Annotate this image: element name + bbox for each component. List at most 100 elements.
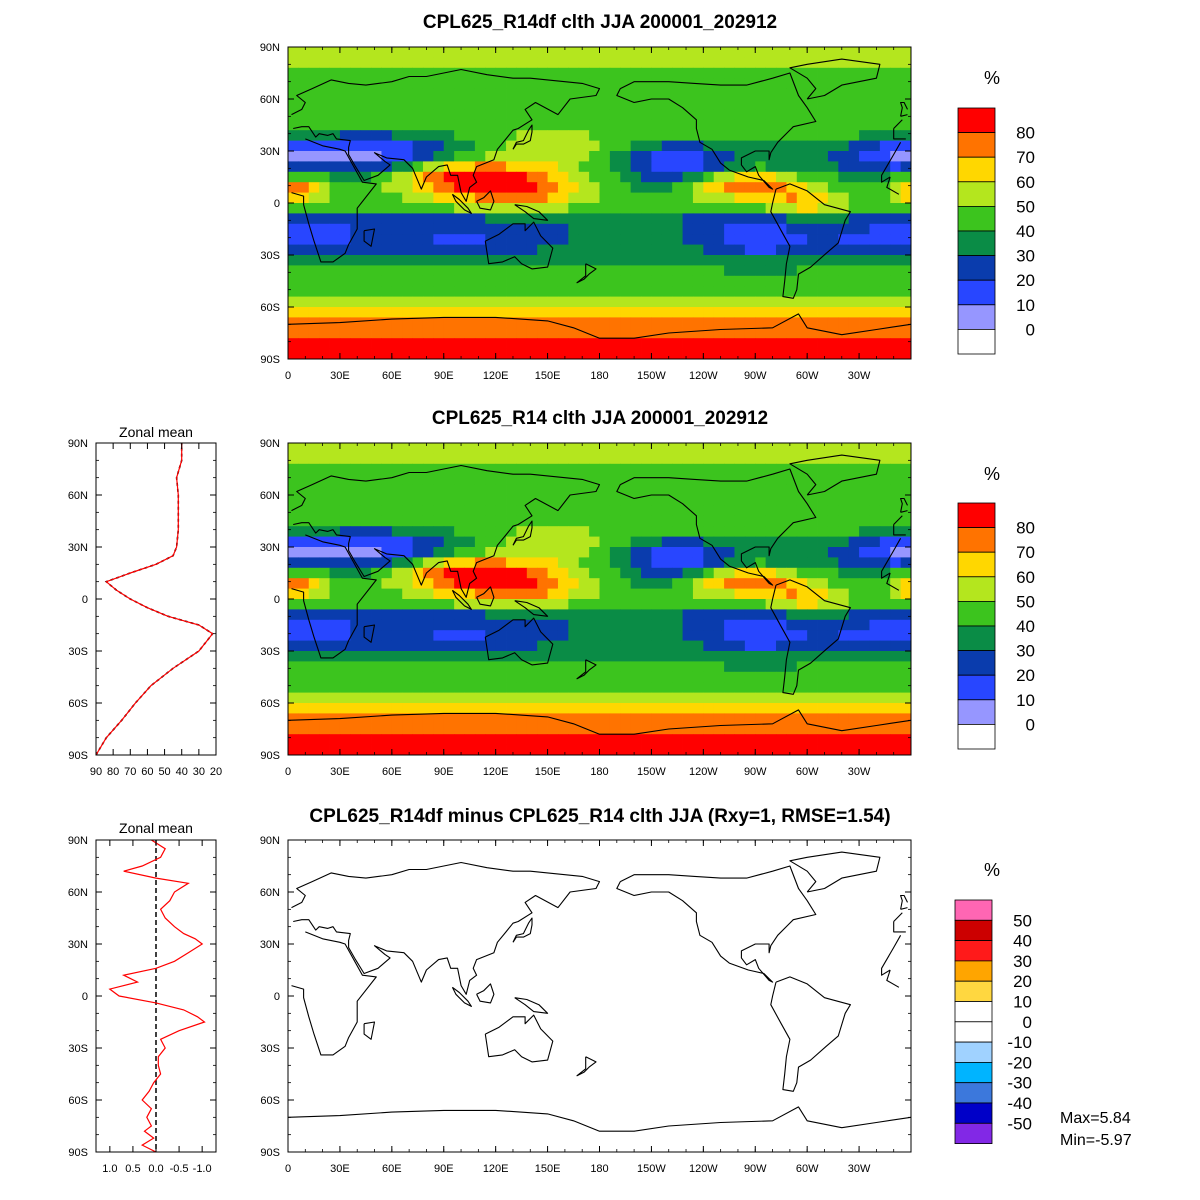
field-cell [630,609,642,621]
field-cell [371,171,382,183]
field-cell [703,651,715,662]
field-cell [537,119,548,131]
field-cell [848,744,860,755]
field-cell [412,182,424,193]
field-cell [391,317,403,329]
field-cell [422,275,434,287]
field-cell [641,109,652,121]
field-cell [641,78,652,89]
field-cell [630,526,642,537]
field-cell [682,151,694,162]
x-tick-label: 90W [744,1163,767,1175]
field-cell [807,526,818,537]
field-cell [890,640,902,652]
field-cell [807,317,818,329]
field-cell [786,213,798,225]
field-cell [298,119,310,131]
field-cell [526,286,538,297]
field-cell [609,255,621,266]
field-cell [557,203,569,214]
field-cell [630,223,642,235]
field-cell [703,182,715,193]
field-cell [516,567,528,579]
field-cell [630,265,642,277]
field-cell [412,703,424,714]
field-cell [630,557,642,569]
field-cell [672,234,683,245]
field-cell [371,661,382,673]
field-cell [402,682,413,693]
field-cell [350,109,362,121]
field-cell [859,296,870,308]
field-cell [620,327,632,339]
field-cell [776,651,787,662]
field-cell [869,109,881,121]
colorbar-label: 40 [1013,932,1032,951]
field-cell [744,161,756,173]
field-cell [443,286,455,297]
field-cell [506,171,517,183]
field-cell [537,744,548,755]
field-cell [537,244,548,256]
field-cell [339,182,351,193]
field-cell [474,661,486,673]
field-cell [900,671,911,683]
field-cell [329,223,341,235]
field-cell [827,578,839,589]
field-cell [391,505,403,517]
field-cell [360,182,372,193]
field-cell [651,348,663,359]
field-cell [734,453,746,465]
field-cell [734,713,746,725]
field-cell [308,161,320,173]
field-cell [298,296,310,308]
field-cell [848,47,860,58]
field-cell [744,505,756,517]
colorbar-box [957,502,996,529]
field-cell [422,713,434,725]
field-cell [319,130,330,141]
field-cell [724,619,735,631]
x-tick-label: 30E [330,1163,350,1175]
field-cell [516,463,528,475]
field-cell [422,599,434,610]
field-cell [879,171,891,183]
field-cell [630,744,642,755]
field-cell [547,526,559,537]
field-cell [537,88,548,100]
field-cell [474,630,486,641]
field-cell [412,213,424,225]
field-cell [526,223,538,235]
field-cell [744,463,756,475]
field-cell [339,140,351,152]
field-cell [308,151,320,162]
field-cell [796,348,808,359]
field-cell [506,338,517,349]
field-cell [308,453,320,465]
field-cell [827,661,839,673]
field-cell [817,171,829,183]
field-cell [454,713,465,725]
field-cell [713,505,725,517]
field-cell [568,515,580,527]
field-cell [578,692,590,704]
field-cell [474,526,486,537]
field-cell [516,505,528,517]
field-cell [879,443,891,454]
field-cell [703,692,715,704]
field-cell [402,119,413,131]
field-cell [547,536,559,548]
field-cell [879,536,891,548]
map-top-field [288,47,911,359]
field-cell [443,151,455,162]
field-cell [630,151,642,162]
field-cell [526,619,538,631]
field-cell [547,171,559,183]
field-cell [412,453,424,465]
field-cell [516,744,528,755]
field-cell [859,88,870,100]
field-cell [474,692,486,704]
field-cell [422,495,434,506]
field-cell [568,265,580,277]
